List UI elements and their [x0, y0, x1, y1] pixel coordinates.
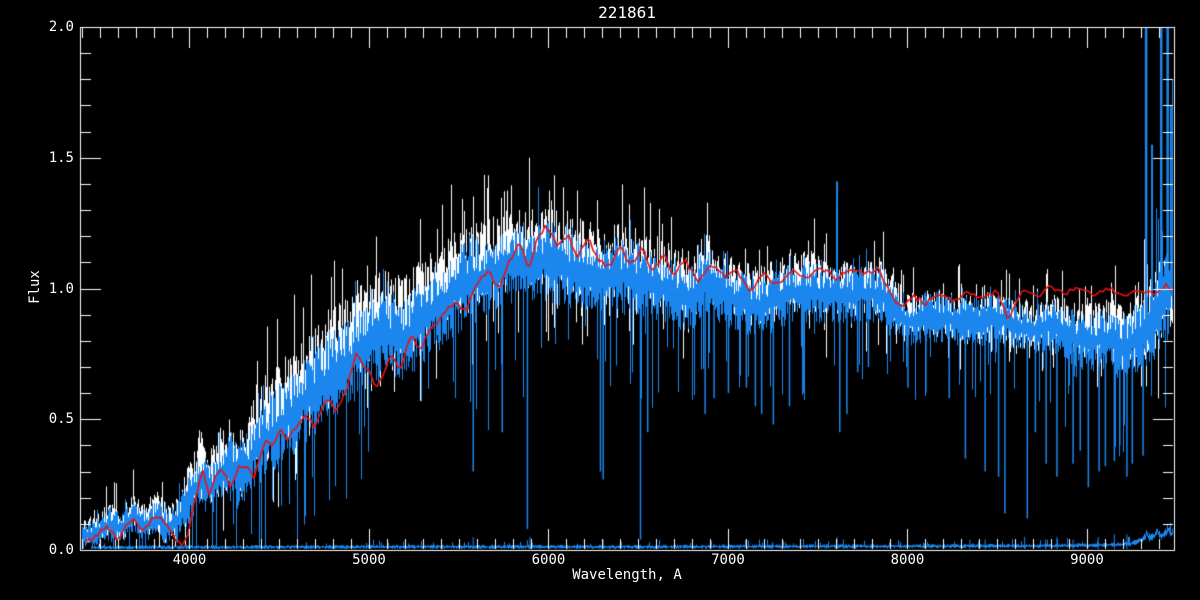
x-tick-label-6000: 6000 — [531, 552, 566, 568]
x-tick-label-7000: 7000 — [711, 552, 745, 568]
y-tick-label-0.5: 0.5 — [48, 411, 74, 428]
plot-title: 221861 — [598, 3, 656, 22]
x-tick-label-9000: 9000 — [1070, 552, 1104, 568]
y-tick-label-0.0: 0.0 — [48, 542, 74, 558]
x-tick-label-4000: 4000 — [172, 552, 207, 568]
y-tick-label-1.0: 1.0 — [48, 280, 74, 297]
x-tick-label-5000: 5000 — [352, 552, 386, 568]
x-axis-title: Wavelength, A — [572, 567, 682, 583]
y-tick-label-2.0: 2.0 — [48, 19, 74, 35]
x-tick-label-8000: 8000 — [890, 552, 925, 568]
y-tick-label-1.5: 1.5 — [48, 149, 74, 166]
